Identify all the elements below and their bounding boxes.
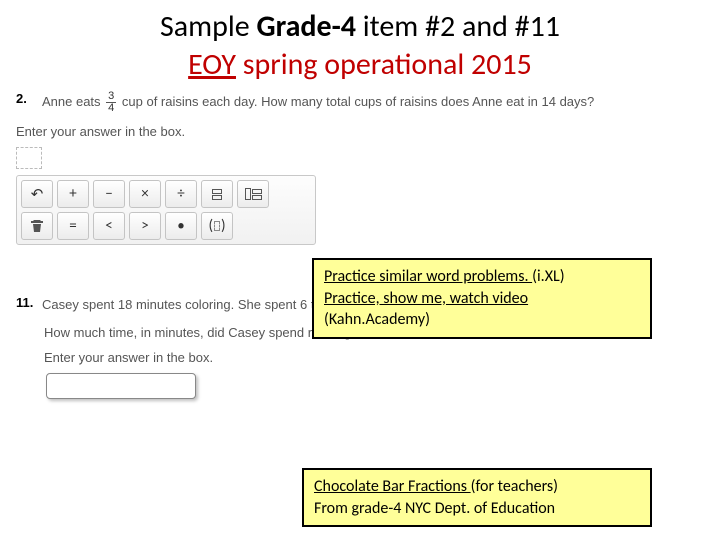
callout2-link[interactable]: Chocolate Bar Fractions: [314, 477, 471, 496]
callout-chocolate: Chocolate Bar Fractions (for teachers) F…: [302, 468, 652, 527]
greater-button[interactable]: >: [129, 212, 161, 240]
fraction-icon: 34: [106, 91, 116, 114]
answer-input-q11[interactable]: [46, 373, 196, 399]
title-line1-pre: Sample: [160, 8, 256, 45]
callout2-line2: From grade-4 NYC Dept. of Education: [314, 499, 555, 518]
title-line2-rest: spring operational 2015: [236, 46, 532, 83]
equals-button[interactable]: =: [57, 212, 89, 240]
q11-sub2: Enter your answer in the box.: [44, 350, 704, 365]
fraction-button[interactable]: [201, 180, 233, 208]
q11-number: 11.: [16, 295, 34, 310]
callout1-link2[interactable]: Practice, show me, watch video: [324, 289, 528, 308]
trash-button[interactable]: [21, 212, 53, 240]
paren-button[interactable]: (): [201, 212, 233, 240]
answer-area-q2: ↶ + − × ÷ = < > • (): [16, 147, 316, 245]
math-toolbar: ↶ + − × ÷ = < > • (): [16, 175, 316, 245]
question-2: 2. Anne eats 34 cup of raisins each day.…: [0, 87, 720, 139]
minus-button[interactable]: −: [93, 180, 125, 208]
times-button[interactable]: ×: [129, 180, 161, 208]
less-button[interactable]: <: [93, 212, 125, 240]
q2-text: Anne eats 34 cup of raisins each day. Ho…: [42, 91, 594, 114]
title-line2-ul: EOY: [188, 46, 236, 83]
callout-practice: Practice similar word problems. (i.XL) P…: [312, 258, 652, 339]
title-line1-bold: Grade-4: [256, 8, 356, 45]
callout1-line3: (Kahn.Academy): [324, 310, 430, 329]
dot-button[interactable]: •: [165, 212, 197, 240]
slide-title: Sample Grade-4 item #2 and #11 EOY sprin…: [0, 0, 720, 87]
q2-number: 2.: [16, 91, 34, 106]
title-line1-post: item #2 and #11: [356, 8, 560, 45]
divide-button[interactable]: ÷: [165, 180, 197, 208]
undo-button[interactable]: ↶: [21, 180, 53, 208]
q2-subtext: Enter your answer in the box.: [16, 124, 704, 139]
callout1-link1[interactable]: Practice similar word problems.: [324, 267, 532, 286]
answer-target-box[interactable]: [16, 147, 42, 169]
mixed-number-button[interactable]: [237, 180, 269, 208]
plus-button[interactable]: +: [57, 180, 89, 208]
